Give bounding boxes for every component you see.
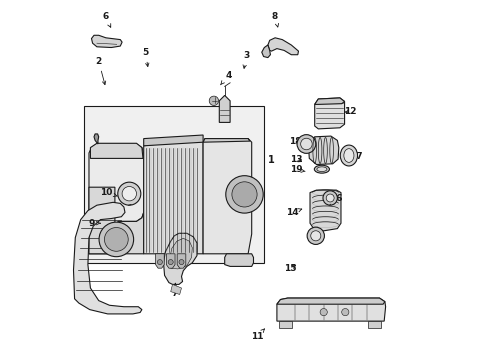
Circle shape	[225, 176, 263, 213]
Polygon shape	[308, 136, 338, 165]
Polygon shape	[91, 35, 122, 48]
Text: 5: 5	[142, 48, 149, 67]
Text: 13: 13	[289, 155, 302, 163]
Polygon shape	[279, 321, 292, 328]
Polygon shape	[203, 139, 249, 142]
Text: 7: 7	[171, 283, 177, 298]
Text: 6: 6	[102, 12, 110, 27]
Circle shape	[341, 309, 348, 316]
Polygon shape	[309, 190, 340, 231]
Polygon shape	[89, 187, 143, 254]
Bar	[84, 106, 264, 263]
Text: 12: 12	[344, 107, 356, 116]
Circle shape	[118, 182, 141, 205]
Circle shape	[310, 231, 320, 241]
Polygon shape	[177, 254, 185, 268]
Circle shape	[99, 222, 133, 257]
Circle shape	[157, 260, 162, 265]
Text: 4: 4	[220, 71, 231, 85]
Circle shape	[168, 260, 173, 265]
Circle shape	[320, 309, 326, 316]
Polygon shape	[203, 139, 251, 254]
Text: 8: 8	[271, 12, 278, 27]
Text: 17: 17	[346, 152, 362, 161]
Text: 18: 18	[288, 137, 301, 146]
Circle shape	[209, 96, 218, 105]
Polygon shape	[143, 135, 203, 146]
Polygon shape	[314, 98, 344, 104]
Polygon shape	[276, 298, 385, 321]
Polygon shape	[261, 45, 270, 58]
Ellipse shape	[316, 167, 326, 172]
Polygon shape	[90, 143, 142, 158]
Ellipse shape	[340, 145, 357, 166]
Text: 2: 2	[95, 57, 105, 85]
Polygon shape	[276, 298, 384, 304]
Circle shape	[231, 182, 257, 207]
Polygon shape	[73, 202, 142, 314]
Text: 3: 3	[243, 51, 249, 68]
Text: 19: 19	[289, 166, 305, 175]
Text: 11: 11	[250, 329, 264, 341]
Circle shape	[104, 228, 128, 251]
Ellipse shape	[343, 149, 353, 162]
Polygon shape	[89, 144, 143, 254]
Text: 15: 15	[284, 264, 296, 273]
Polygon shape	[219, 95, 230, 122]
Circle shape	[300, 138, 311, 150]
Text: 1: 1	[267, 155, 274, 165]
Text: 16: 16	[329, 194, 342, 202]
Polygon shape	[267, 38, 298, 55]
Polygon shape	[143, 139, 203, 254]
Circle shape	[296, 135, 315, 153]
Polygon shape	[224, 254, 253, 266]
Text: 9: 9	[88, 219, 100, 228]
Circle shape	[322, 191, 337, 205]
Circle shape	[122, 186, 136, 201]
Polygon shape	[163, 233, 197, 284]
Polygon shape	[166, 254, 175, 268]
Circle shape	[306, 227, 324, 244]
Polygon shape	[94, 134, 99, 144]
Polygon shape	[170, 284, 181, 294]
Text: 10: 10	[100, 188, 117, 197]
Circle shape	[179, 260, 183, 265]
Polygon shape	[367, 321, 380, 328]
Text: 14: 14	[285, 208, 301, 217]
Circle shape	[325, 194, 333, 202]
Ellipse shape	[314, 165, 329, 173]
Polygon shape	[155, 254, 164, 268]
Polygon shape	[169, 238, 192, 269]
Polygon shape	[314, 98, 344, 129]
